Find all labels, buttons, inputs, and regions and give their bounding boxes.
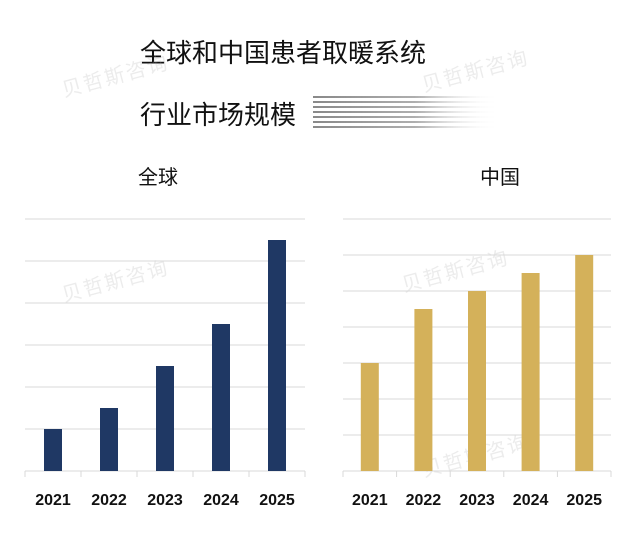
x-tick-label: 2022 xyxy=(406,492,442,509)
x-tick-label: 2023 xyxy=(147,492,183,509)
bar-2025 xyxy=(268,240,286,471)
x-tick-label: 2021 xyxy=(352,492,388,509)
panel-title: 全球 xyxy=(138,165,178,189)
title-motion-blur xyxy=(313,96,498,130)
bar-2021 xyxy=(360,363,379,471)
chart-title-line-1: 全球和中国患者取暖系统 xyxy=(140,39,427,69)
panel-title: 中国 xyxy=(480,165,520,189)
bar-2021 xyxy=(44,429,62,471)
x-tick-label: 2022 xyxy=(91,492,127,509)
bar-2024 xyxy=(521,273,540,471)
x-tick-label: 2024 xyxy=(203,492,239,509)
x-tick-label: 2021 xyxy=(35,492,71,509)
bar-2024 xyxy=(212,324,230,471)
x-tick-label: 2025 xyxy=(259,492,295,509)
bar-2023 xyxy=(468,291,486,471)
chart-title-line-2: 行业市场规模 xyxy=(140,101,297,131)
x-tick-label: 2024 xyxy=(513,492,549,509)
bar-2023 xyxy=(156,366,174,471)
bar-2022 xyxy=(414,309,433,471)
x-tick-label: 2025 xyxy=(566,492,602,509)
bar-2025 xyxy=(575,255,594,471)
x-tick-label: 2023 xyxy=(459,492,495,509)
bar-2022 xyxy=(100,408,118,471)
